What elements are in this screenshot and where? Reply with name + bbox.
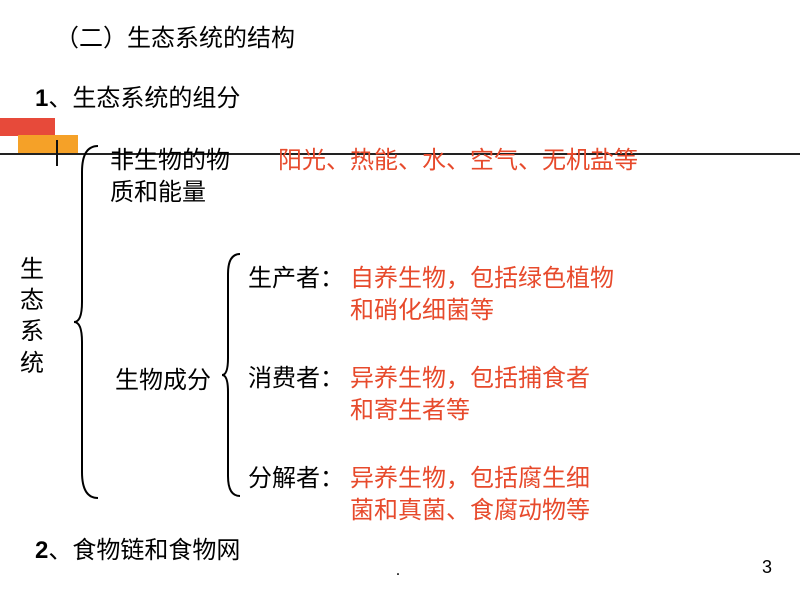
decoration-bar-orange bbox=[18, 135, 78, 153]
abiotic-label-line1: 非生物的物 bbox=[110, 140, 230, 175]
decomposer-desc-line1: 异养生物，包括腐生细 bbox=[350, 458, 590, 493]
consumer-desc-line1: 异养生物，包括捕食者 bbox=[350, 358, 590, 393]
slide: （二）生态系统的结构 1、生态系统的组分 生态系统 非生物的物 质和能量 阳光、… bbox=[0, 0, 800, 600]
consumer-desc-line2: 和寄生者等 bbox=[350, 390, 470, 425]
abiotic-label-line2: 质和能量 bbox=[110, 172, 206, 207]
producer-label: 生产者： bbox=[248, 258, 344, 293]
consumer-label: 消费者： bbox=[248, 358, 344, 393]
sub1-number: 1 bbox=[35, 85, 48, 112]
abiotic-desc: 阳光、热能、水、空气、无机盐等 bbox=[278, 140, 638, 175]
producer-desc-line1: 自养生物，包括绿色植物 bbox=[350, 258, 614, 293]
subheading-1: 1、生态系统的组分 bbox=[35, 78, 240, 113]
brace-outer bbox=[72, 142, 100, 502]
section-title: （二）生态系统的结构 bbox=[55, 18, 295, 53]
page-number: 3 bbox=[762, 557, 772, 578]
sub2-number: 2 bbox=[35, 537, 48, 564]
subheading-2: 2、食物链和食物网 bbox=[35, 530, 240, 565]
biotic-label: 生物成分 bbox=[115, 360, 211, 395]
decomposer-label: 分解者： bbox=[248, 458, 344, 493]
sub1-text: 生态系统的组分 bbox=[72, 86, 240, 112]
footer-dot: . bbox=[396, 562, 400, 580]
root-label: 生态系统 bbox=[20, 255, 48, 380]
sub2-sep: 、 bbox=[48, 538, 72, 564]
decoration-bar-red bbox=[0, 118, 55, 136]
brace-inner bbox=[220, 250, 242, 500]
decoration-vtick bbox=[56, 140, 58, 166]
sub2-text: 食物链和食物网 bbox=[72, 538, 240, 564]
producer-desc-line2: 和硝化细菌等 bbox=[350, 290, 494, 325]
decomposer-desc-line2: 菌和真菌、食腐动物等 bbox=[350, 490, 590, 525]
sub1-sep: 、 bbox=[48, 86, 72, 112]
